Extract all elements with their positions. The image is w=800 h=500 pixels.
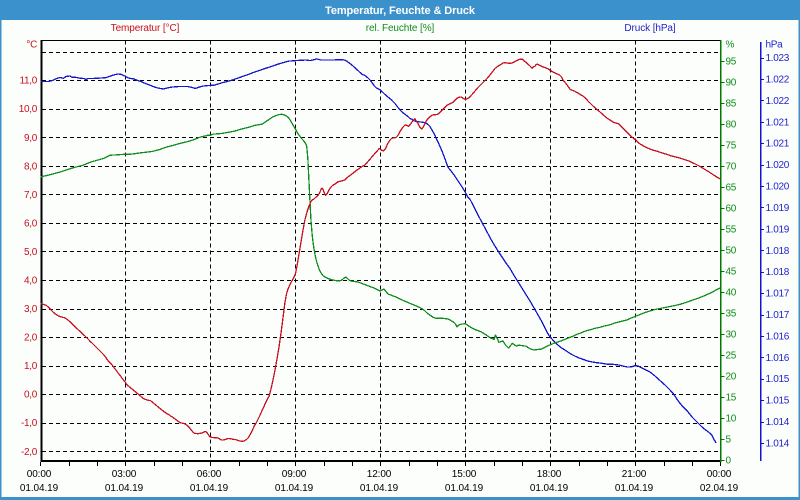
svg-text:50: 50 [726,246,737,257]
svg-text:02.04.19: 02.04.19 [700,483,739,494]
svg-text:70: 70 [726,162,737,173]
svg-text:01.04.19: 01.04.19 [530,483,569,494]
svg-text:09:00: 09:00 [282,469,307,480]
svg-text:0,0: 0,0 [24,390,38,401]
svg-text:1.017: 1.017 [766,289,790,300]
svg-text:1.018: 1.018 [766,246,790,257]
svg-text:hPa: hPa [766,40,784,51]
svg-text:2,0: 2,0 [24,333,38,344]
svg-text:6,0: 6,0 [24,218,38,229]
svg-text:1.014: 1.014 [766,439,790,450]
svg-text:1.021: 1.021 [766,117,790,128]
svg-text:75: 75 [726,141,737,152]
svg-text:1.016: 1.016 [766,353,790,364]
svg-text:60: 60 [726,204,737,215]
svg-text:1.020: 1.020 [766,182,790,193]
svg-text:0: 0 [726,456,732,467]
svg-text:1,0: 1,0 [24,361,38,372]
svg-text:01.04.19: 01.04.19 [105,483,144,494]
svg-text:80: 80 [726,120,737,131]
svg-text:35: 35 [726,309,737,320]
svg-text:1.015: 1.015 [766,374,790,385]
svg-text:1.023: 1.023 [766,53,790,64]
svg-text:15: 15 [726,393,737,404]
svg-text:00:00: 00:00 [27,469,52,480]
svg-text:65: 65 [726,183,737,194]
svg-text:1.016: 1.016 [766,331,790,342]
svg-text:4,0: 4,0 [24,276,38,287]
svg-text:1.022: 1.022 [766,96,790,107]
svg-text:12:00: 12:00 [367,469,392,480]
svg-text:Temperatur [°C]: Temperatur [°C] [111,23,180,34]
svg-text:18:00: 18:00 [537,469,562,480]
svg-text:-1,0: -1,0 [21,418,38,429]
svg-text:10,0: 10,0 [19,104,38,115]
svg-text:8,0: 8,0 [24,161,38,172]
svg-text:1.019: 1.019 [766,224,790,235]
svg-text:1.020: 1.020 [766,160,790,171]
svg-text:85: 85 [726,99,737,110]
svg-text:11,0: 11,0 [19,76,37,87]
svg-text:1.014: 1.014 [766,417,790,428]
svg-text:Temperatur, Feuchte & Druck: Temperatur, Feuchte & Druck [325,5,476,17]
svg-text:10: 10 [726,414,737,425]
svg-text:1.018: 1.018 [766,267,790,278]
svg-text:01.04.19: 01.04.19 [20,483,59,494]
svg-text:25: 25 [726,351,737,362]
svg-text:30: 30 [726,330,737,341]
svg-text:95: 95 [726,57,737,68]
svg-text:1.021: 1.021 [766,139,790,150]
svg-text:90: 90 [726,78,737,89]
svg-text:01.04.19: 01.04.19 [445,483,484,494]
svg-text:1.019: 1.019 [766,203,790,214]
svg-text:21:00: 21:00 [622,469,647,480]
svg-text:03:00: 03:00 [112,469,137,480]
svg-text:7,0: 7,0 [24,190,38,201]
svg-text:1.015: 1.015 [766,396,790,407]
svg-text:00:00: 00:00 [707,469,732,480]
svg-text:1.022: 1.022 [766,75,790,86]
svg-text:01.04.19: 01.04.19 [615,483,654,494]
svg-text:40: 40 [726,288,737,299]
svg-text:45: 45 [726,267,737,278]
svg-text:5: 5 [726,435,732,446]
svg-text:1.017: 1.017 [766,310,790,321]
svg-text:3,0: 3,0 [24,304,38,315]
svg-text:20: 20 [726,372,737,383]
svg-text:01.04.19: 01.04.19 [360,483,399,494]
svg-text:55: 55 [726,225,737,236]
svg-text:15:00: 15:00 [452,469,477,480]
svg-text:01.04.19: 01.04.19 [275,483,314,494]
svg-text:01.04.19: 01.04.19 [190,483,229,494]
svg-text:9,0: 9,0 [24,133,38,144]
svg-text:rel. Feuchte [%]: rel. Feuchte [%] [366,23,435,34]
svg-text:%: % [726,40,735,51]
svg-text:06:00: 06:00 [197,469,222,480]
svg-text:Druck [hPa]: Druck [hPa] [624,23,675,34]
svg-text:5,0: 5,0 [24,247,38,258]
svg-text:°C: °C [26,40,37,51]
svg-text:-2,0: -2,0 [21,447,38,458]
